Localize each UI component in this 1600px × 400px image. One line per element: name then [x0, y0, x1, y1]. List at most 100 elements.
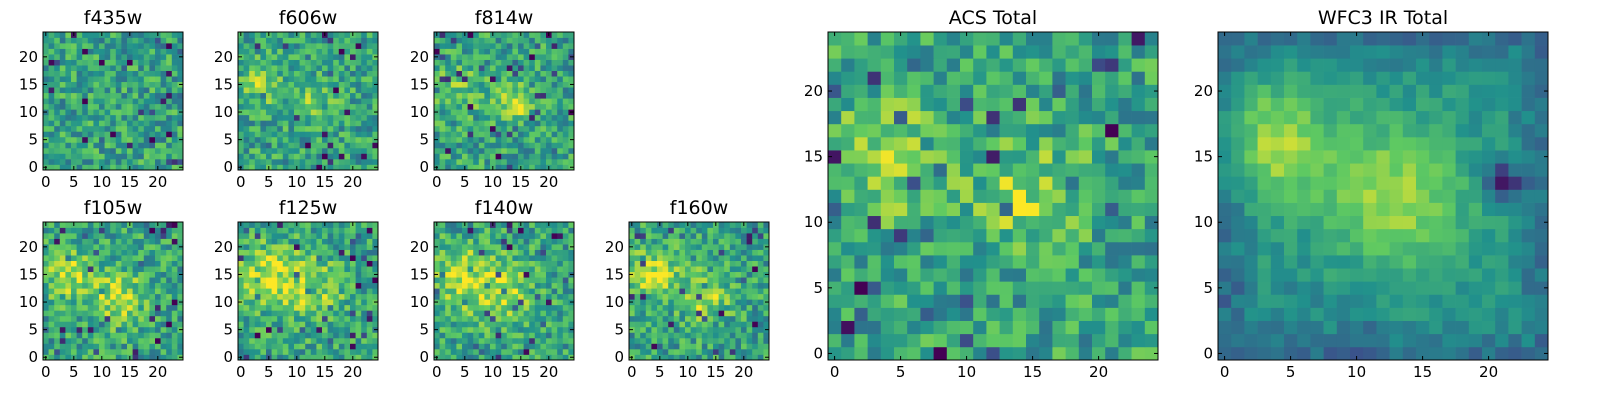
heatmap-cell	[854, 346, 868, 361]
heatmap-cell	[305, 92, 312, 99]
heatmap-cell	[327, 337, 334, 344]
heatmap-cell	[557, 114, 564, 121]
heatmap-cell	[445, 48, 452, 55]
heatmap-cell	[518, 59, 524, 66]
heatmap-cell	[1105, 294, 1119, 308]
heatmap-cell	[76, 249, 83, 256]
heatmap-cell	[361, 299, 368, 306]
heatmap-cell	[166, 131, 173, 138]
heatmap-cell	[322, 81, 328, 88]
heatmap-cell	[462, 109, 468, 116]
heatmap-cell	[99, 136, 105, 143]
heatmap-cell	[121, 255, 128, 261]
heatmap-cell	[288, 244, 295, 250]
heatmap-cell	[305, 348, 312, 355]
heatmap-cell	[456, 147, 463, 154]
heatmap-cell	[155, 299, 161, 306]
heatmap-cell	[361, 288, 368, 295]
heatmap-cell	[166, 158, 173, 165]
heatmap-cell	[350, 92, 356, 99]
heatmap-cell	[707, 266, 714, 273]
heatmap-cell	[540, 233, 547, 239]
heatmap-cell	[523, 255, 530, 261]
heatmap-cell	[512, 87, 519, 94]
heatmap-cell	[305, 81, 312, 88]
heatmap-cell	[249, 288, 256, 295]
heatmap-cell	[327, 255, 334, 261]
heatmap-cell	[160, 114, 167, 121]
heatmap-cell	[495, 255, 502, 261]
heatmap-cell	[662, 233, 669, 239]
heatmap-cell	[155, 114, 161, 121]
heatmap-cell	[149, 142, 156, 149]
heatmap-cell	[518, 277, 524, 284]
heatmap-cell	[254, 76, 261, 83]
heatmap-cell	[99, 125, 105, 132]
heatmap-cell	[707, 293, 714, 300]
heatmap-cell	[685, 304, 691, 311]
heatmap-cell	[551, 315, 558, 322]
heatmap-cell	[54, 158, 61, 165]
heatmap-cell	[294, 109, 300, 116]
heatmap-cell	[763, 321, 770, 328]
heatmap-cell	[546, 43, 552, 49]
heatmap-cell	[372, 321, 379, 328]
heatmap-cell	[171, 310, 178, 317]
heatmap-cell	[546, 92, 552, 99]
heatmap-cell	[523, 249, 530, 256]
heatmap-cell	[143, 65, 150, 71]
heatmap-cell	[456, 59, 463, 66]
heatmap-cell	[1078, 333, 1093, 348]
heatmap-cell	[1052, 294, 1066, 308]
heatmap-cell	[271, 238, 278, 245]
heatmap-cell	[490, 54, 496, 60]
heatmap-cell	[322, 288, 328, 295]
heatmap-cell	[344, 70, 351, 77]
heatmap-cell	[82, 120, 89, 127]
heatmap-cell	[59, 266, 66, 273]
heatmap-cell	[305, 103, 312, 110]
heatmap-cell	[99, 76, 105, 83]
heatmap-cell	[568, 103, 575, 110]
heatmap-cell	[338, 98, 345, 105]
heatmap-cell	[445, 293, 452, 300]
heatmap-cell	[506, 249, 513, 256]
heatmap-cell	[344, 326, 351, 333]
heatmap-cell	[288, 70, 295, 77]
heatmap-cell	[679, 288, 686, 295]
heatmap-cell	[171, 81, 178, 88]
heatmap-cell	[104, 315, 111, 322]
heatmap-cell	[65, 43, 72, 49]
heatmap-cell	[907, 189, 921, 203]
heatmap-cell	[462, 43, 468, 49]
heatmap-cell	[65, 158, 72, 165]
heatmap-cell	[166, 343, 173, 350]
heatmap-cell	[171, 98, 178, 105]
heatmap-cell	[277, 70, 284, 77]
heatmap-cell	[260, 332, 267, 339]
heatmap-cell	[249, 142, 256, 149]
heatmap-cell	[260, 282, 267, 289]
heatmap-cell	[724, 354, 731, 361]
heatmap-cell	[59, 54, 66, 60]
heatmap-cell	[104, 43, 111, 49]
heatmap-cell	[673, 310, 680, 317]
heatmap-cell	[456, 54, 463, 60]
heatmap-cell	[662, 288, 669, 295]
heatmap-cell	[557, 310, 564, 317]
heatmap-cell	[668, 310, 675, 317]
heatmap-cell	[718, 266, 725, 273]
heatmap-cell	[434, 304, 440, 311]
heatmap-cell	[43, 87, 49, 94]
heatmap-cell	[529, 271, 536, 278]
heatmap-cell	[562, 153, 569, 160]
heatmap-cell	[1078, 281, 1093, 295]
heatmap-cell	[254, 277, 261, 284]
heatmap-cell	[501, 114, 508, 121]
heatmap-cell	[518, 136, 524, 143]
heatmap-cell	[690, 277, 697, 284]
heatmap-cells	[434, 32, 575, 171]
heatmap-cell	[327, 249, 334, 256]
heatmap-cell	[288, 304, 295, 311]
heatmap-cell	[149, 147, 156, 154]
